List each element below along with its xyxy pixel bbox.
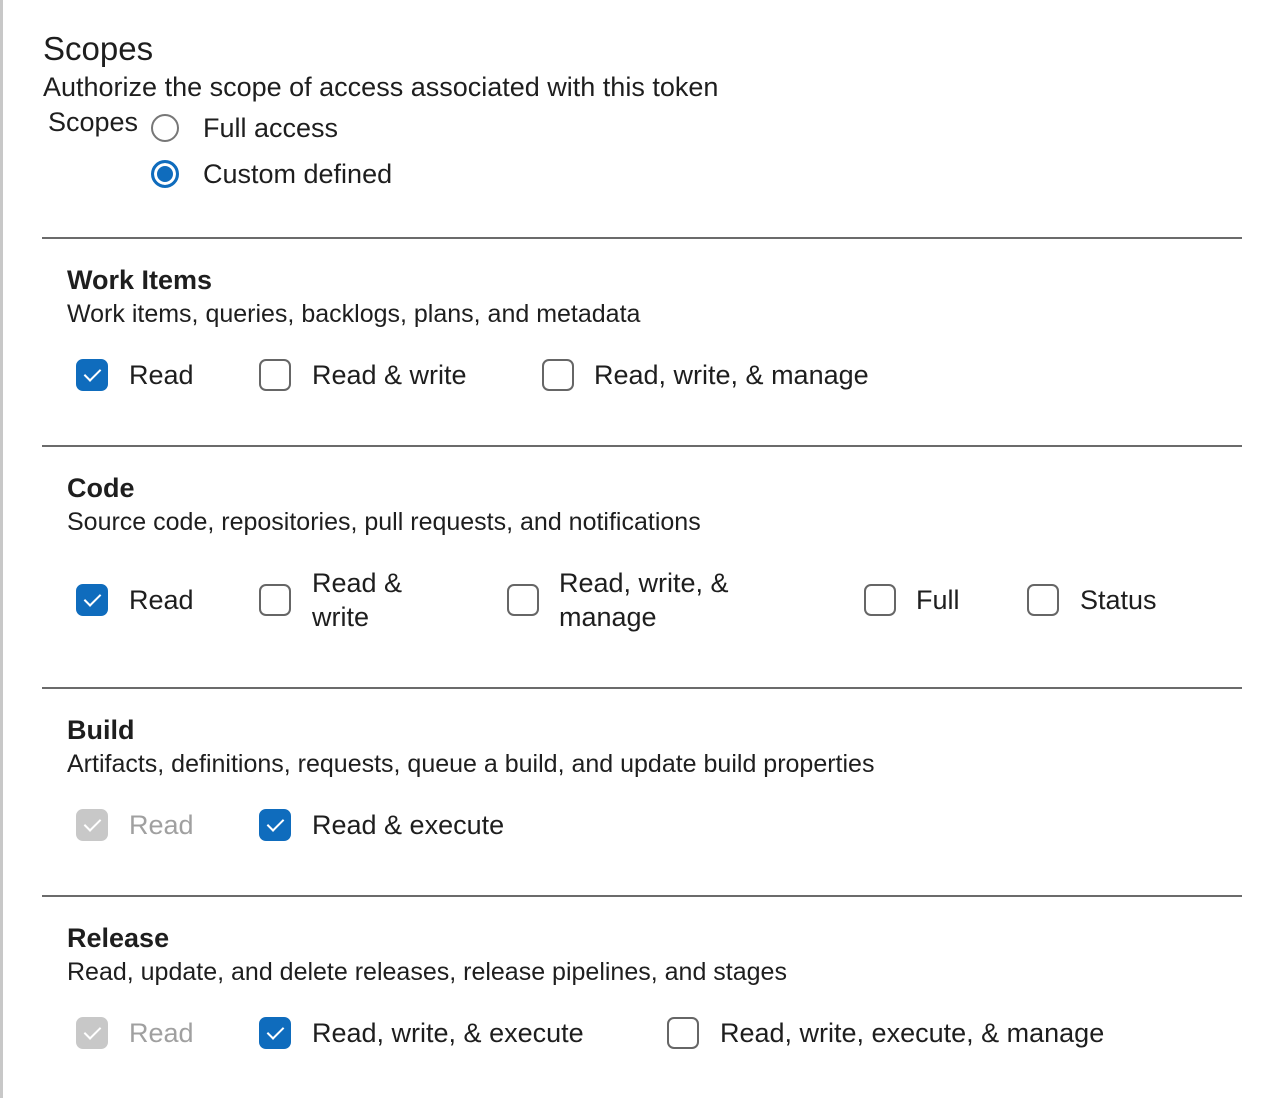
label-build-read-execute[interactable]: Read & execute bbox=[312, 810, 505, 840]
label-work-items-read[interactable]: Read bbox=[129, 360, 194, 390]
radio-custom-defined[interactable] bbox=[151, 160, 179, 188]
label-release-manage[interactable]: Read, write, execute, & manage bbox=[720, 1018, 1105, 1048]
label-release-read-write-execute[interactable]: Read, write, & execute bbox=[312, 1018, 584, 1048]
label-work-items-manage[interactable]: Read, write, & manage bbox=[594, 360, 869, 390]
radio-full-access[interactable] bbox=[151, 114, 179, 142]
label-code-status[interactable]: Status bbox=[1080, 585, 1157, 615]
section-description-release: Read, update, and delete releases, relea… bbox=[67, 958, 787, 986]
checkbox-release-manage[interactable] bbox=[667, 1017, 699, 1049]
section-title-release: Release bbox=[67, 923, 170, 953]
label-code-full[interactable]: Full bbox=[916, 585, 960, 615]
checkbox-build-read-execute[interactable] bbox=[259, 809, 291, 841]
section-description-code: Source code, repositories, pull requests… bbox=[67, 508, 701, 536]
checkbox-code-status[interactable] bbox=[1027, 584, 1059, 616]
panel-left-border bbox=[0, 0, 3, 1098]
section-title-code: Code bbox=[67, 473, 135, 503]
divider bbox=[42, 687, 1242, 689]
divider bbox=[42, 237, 1242, 239]
radio-full-access-label[interactable]: Full access bbox=[203, 113, 339, 143]
section-title-build: Build bbox=[67, 715, 135, 745]
checkbox-build-read bbox=[76, 809, 108, 841]
divider bbox=[42, 895, 1242, 897]
checkbox-code-manage[interactable] bbox=[507, 584, 539, 616]
page-subtitle: Authorize the scope of access associated… bbox=[43, 72, 719, 102]
page-title: Scopes bbox=[43, 30, 154, 67]
checkbox-work-items-read-write[interactable] bbox=[259, 359, 291, 391]
section-description-build: Artifacts, definitions, requests, queue … bbox=[67, 750, 875, 778]
section-description-work-items: Work items, queries, backlogs, plans, an… bbox=[67, 300, 641, 328]
checkbox-code-full[interactable] bbox=[864, 584, 896, 616]
scopes-label: Scopes bbox=[48, 107, 139, 137]
checkbox-work-items-read[interactable] bbox=[76, 359, 108, 391]
checkbox-code-read[interactable] bbox=[76, 584, 108, 616]
label-release-read: Read bbox=[129, 1018, 194, 1048]
label-work-items-read-write[interactable]: Read & write bbox=[312, 360, 467, 390]
divider bbox=[42, 445, 1242, 447]
checkbox-code-read-write[interactable] bbox=[259, 584, 291, 616]
radio-custom-defined-label[interactable]: Custom defined bbox=[203, 159, 393, 189]
checkbox-release-read bbox=[76, 1017, 108, 1049]
label-code-read[interactable]: Read bbox=[129, 585, 194, 615]
label-code-read-write[interactable]: Read & write bbox=[312, 568, 403, 632]
checkbox-release-read-write-execute[interactable] bbox=[259, 1017, 291, 1049]
section-title-work-items: Work Items bbox=[67, 265, 213, 295]
label-code-manage[interactable]: Read, write, & manage bbox=[559, 568, 729, 632]
checkbox-work-items-manage[interactable] bbox=[542, 359, 574, 391]
label-build-read: Read bbox=[129, 810, 194, 840]
